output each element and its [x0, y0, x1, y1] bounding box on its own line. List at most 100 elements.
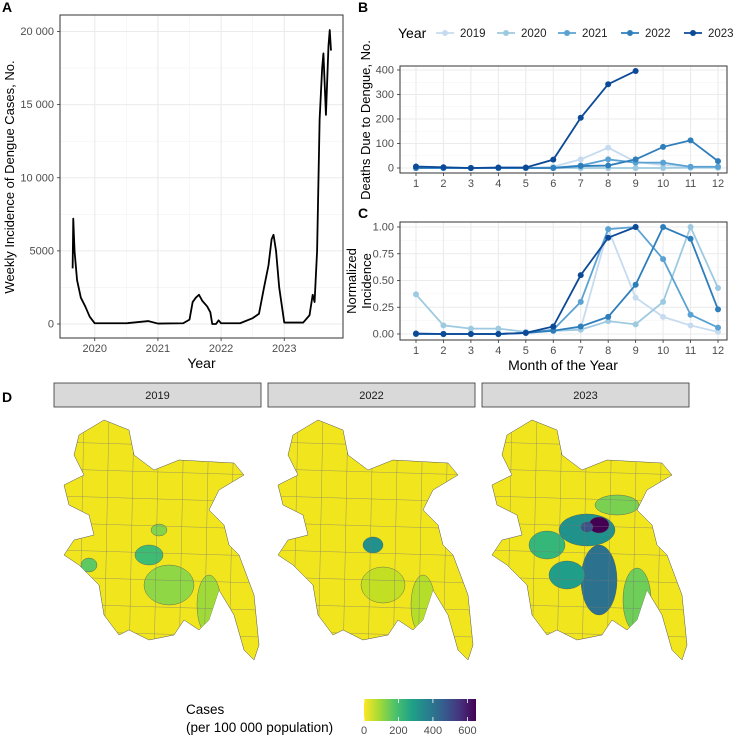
data-point-2023: [522, 164, 529, 171]
district-border: [64, 468, 259, 476]
data-point-2019: [687, 322, 694, 329]
district-border: [128, 420, 135, 660]
colorbar-tick-label: 600: [458, 725, 476, 737]
x-tick-label: 2022: [209, 343, 233, 355]
data-point-2023: [413, 330, 419, 337]
data-point-2020: [413, 291, 419, 298]
district-border: [492, 549, 687, 557]
data-point-2023: [550, 156, 557, 163]
district-fills: [492, 420, 687, 660]
data-point-2019: [605, 144, 612, 151]
data-point-2022: [577, 163, 584, 170]
district-region: [580, 521, 594, 533]
data-point-2023: [605, 81, 612, 88]
y-tick-label: 0: [388, 163, 394, 175]
y-tick-label: 300: [376, 89, 394, 101]
country-outline: [63, 419, 260, 661]
x-tick-label: 9: [633, 178, 639, 190]
district-fills: [278, 420, 473, 660]
x-tick-label: 4: [495, 178, 501, 190]
x-tick-label: 12: [712, 178, 724, 190]
legend-title: Year: [398, 25, 427, 41]
data-point-2019: [632, 294, 639, 301]
district-map-2023: [491, 419, 688, 661]
colorbar-tick-label: 200: [389, 725, 407, 737]
district-border: [556, 420, 563, 660]
x-tick-label: 8: [605, 178, 611, 190]
x-tick-label: 2020: [83, 343, 107, 355]
district-border: [64, 549, 259, 557]
district-border: [278, 576, 473, 584]
data-point-2020: [715, 284, 721, 291]
legend-key-point: [503, 30, 509, 36]
x-tick-label: 7: [578, 345, 584, 357]
facet-strip-2023: [481, 382, 690, 408]
legend-label: 2022: [645, 28, 671, 40]
district-region: [143, 564, 195, 606]
x-axis-title: Month of the Year: [508, 357, 618, 373]
y-tick-label: 0.25: [373, 302, 394, 314]
y-tick-label: 200: [376, 114, 394, 126]
data-point-2023: [467, 165, 474, 171]
legend-title-line1: Cases: [186, 702, 225, 717]
y-tick-label: 15 000: [20, 99, 54, 111]
district-region: [548, 560, 586, 590]
data-point-2022: [715, 158, 721, 165]
x-tick-label: 9: [633, 345, 639, 357]
x-tick-label: 5: [523, 178, 529, 190]
data-point-2023: [605, 234, 612, 241]
plot-background: [60, 15, 343, 338]
legend-label: 2019: [460, 28, 486, 40]
y-tick-label: 0: [48, 319, 54, 331]
y-axis-title-line2: Incidence: [359, 253, 374, 309]
data-point-2022: [550, 165, 557, 171]
x-tick-label: 8: [605, 345, 611, 357]
x-tick-label: 11: [685, 178, 696, 190]
data-point-2023: [495, 331, 502, 337]
legend-label: 2021: [582, 28, 608, 40]
data-point-2020: [605, 318, 612, 325]
y-tick-label: 100: [376, 138, 394, 150]
data-point-2020: [440, 322, 447, 329]
colorbar-tick-label: 400: [424, 725, 442, 737]
colorbar: [364, 699, 476, 721]
district-border: [492, 468, 687, 476]
y-tick-label: 0.50: [373, 275, 394, 287]
district-region: [410, 574, 436, 636]
x-tick-label: 12: [712, 345, 724, 357]
y-axis-title: Deaths Due to Dengue, No.: [358, 40, 373, 200]
y-axis-title-line1: Normalized: [344, 248, 359, 314]
facet-strip-label: 2022: [359, 390, 383, 402]
x-tick-label: 11: [685, 345, 696, 357]
data-point-2022: [632, 281, 639, 288]
district-border: [342, 420, 349, 660]
y-tick-label: 400: [376, 65, 394, 77]
facet-strip-2019: [53, 382, 262, 408]
x-tick-label: 2: [440, 178, 446, 190]
data-point-2022: [605, 313, 612, 320]
data-point-2021: [605, 226, 612, 233]
x-tick-label: 6: [550, 178, 556, 190]
legend-key-point: [564, 30, 570, 36]
y-tick-label: 0.00: [373, 329, 394, 341]
data-point-2022: [715, 306, 721, 313]
legend-key-point: [690, 30, 696, 36]
data-point-2023: [577, 114, 584, 121]
district-border: [656, 420, 663, 660]
district-border: [492, 576, 687, 584]
district-fills: [64, 420, 259, 660]
x-tick-label: 10: [657, 178, 669, 190]
data-point-2023: [577, 272, 584, 279]
data-point-2023: [413, 163, 419, 170]
district-region: [360, 566, 406, 604]
district-border: [64, 576, 259, 584]
district-border: [278, 549, 473, 557]
data-point-2021: [687, 311, 694, 318]
district-border: [278, 468, 473, 476]
x-tick-label: 10: [657, 345, 669, 357]
data-point-2023: [550, 323, 557, 330]
data-point-2022: [605, 162, 612, 169]
x-tick-label: 6: [550, 345, 556, 357]
y-axis-title: Weekly Incidence of Dengue Cases, No.: [2, 60, 17, 293]
